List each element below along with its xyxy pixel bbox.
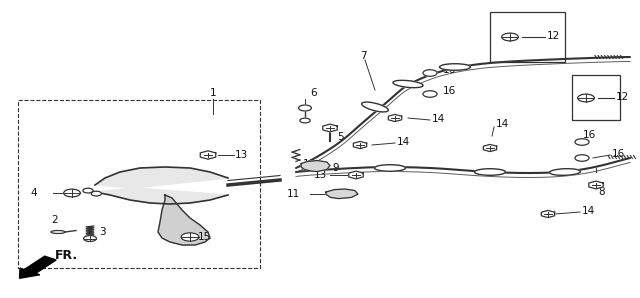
Circle shape: [299, 105, 312, 111]
Polygon shape: [200, 151, 216, 159]
Text: 7: 7: [360, 51, 367, 61]
Text: 13: 13: [235, 150, 248, 160]
Ellipse shape: [474, 169, 506, 175]
Text: 9: 9: [332, 163, 339, 173]
Polygon shape: [323, 124, 337, 132]
Circle shape: [300, 118, 310, 123]
Ellipse shape: [393, 80, 423, 88]
Circle shape: [502, 33, 518, 41]
Bar: [490, 12, 565, 62]
FancyArrow shape: [20, 256, 56, 278]
Text: 10: 10: [303, 159, 316, 169]
Text: FR.: FR.: [55, 249, 78, 262]
Polygon shape: [589, 181, 604, 189]
Text: 12: 12: [547, 31, 560, 41]
Bar: [18, 100, 260, 268]
Circle shape: [423, 91, 437, 97]
Text: 2: 2: [51, 215, 58, 225]
Text: 12: 12: [616, 92, 629, 102]
Ellipse shape: [362, 102, 388, 112]
Text: 13: 13: [314, 170, 327, 180]
Polygon shape: [541, 210, 555, 218]
Polygon shape: [353, 142, 367, 149]
Polygon shape: [301, 161, 330, 172]
Text: 1: 1: [210, 88, 216, 98]
Text: 16: 16: [443, 86, 456, 96]
Polygon shape: [326, 189, 358, 198]
Circle shape: [423, 70, 437, 76]
Polygon shape: [388, 114, 402, 122]
Circle shape: [84, 235, 97, 241]
Circle shape: [83, 188, 93, 193]
Polygon shape: [483, 145, 497, 152]
Circle shape: [64, 189, 81, 197]
Circle shape: [578, 94, 595, 102]
Circle shape: [91, 191, 101, 196]
Text: 11: 11: [287, 189, 300, 198]
Text: 16: 16: [612, 149, 625, 159]
Text: 4: 4: [30, 188, 37, 198]
Text: 5: 5: [338, 132, 344, 142]
Text: 14: 14: [432, 114, 445, 124]
Circle shape: [181, 233, 199, 241]
Text: 3: 3: [100, 227, 106, 237]
Text: 6: 6: [310, 88, 317, 98]
Ellipse shape: [374, 165, 406, 171]
Circle shape: [575, 139, 589, 145]
Text: 14: 14: [582, 206, 595, 216]
Text: 15: 15: [198, 232, 211, 242]
Text: 14: 14: [397, 137, 410, 147]
Text: 14: 14: [496, 119, 509, 129]
Polygon shape: [95, 167, 228, 204]
Circle shape: [575, 155, 589, 161]
Text: 16: 16: [583, 130, 596, 140]
Polygon shape: [158, 195, 210, 245]
Polygon shape: [349, 171, 364, 179]
Text: 16: 16: [443, 65, 456, 75]
Ellipse shape: [51, 231, 65, 234]
Bar: [572, 75, 620, 120]
Text: 8: 8: [598, 187, 605, 197]
Ellipse shape: [440, 64, 470, 70]
Ellipse shape: [550, 169, 580, 175]
